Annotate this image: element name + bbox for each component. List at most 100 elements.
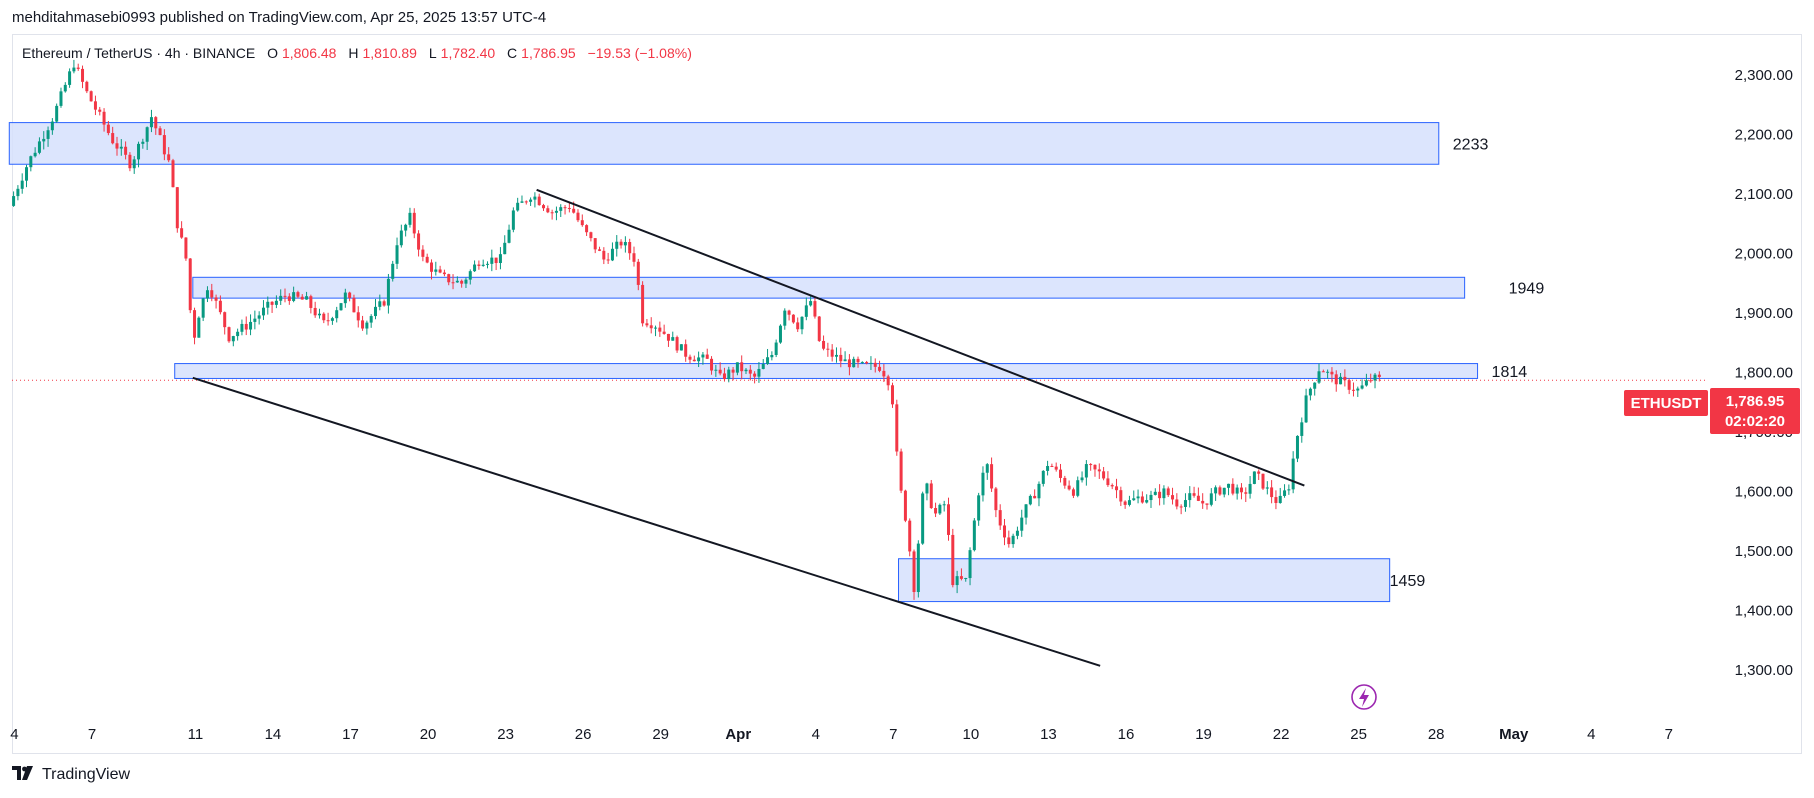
candle-body <box>322 313 326 321</box>
candle <box>705 348 709 359</box>
candle <box>287 293 291 305</box>
x-tick-label: 25 <box>1350 726 1367 743</box>
chart-frame[interactable] <box>12 34 1802 754</box>
candle-body <box>1265 487 1269 489</box>
candle-body <box>408 212 412 225</box>
publisher-line: mehditahmasebi0993 published on TradingV… <box>12 9 547 26</box>
candle-body <box>628 242 632 254</box>
candle-body <box>804 305 808 317</box>
zone-1814 <box>174 363 1479 379</box>
candle <box>834 347 838 363</box>
candle <box>1214 485 1218 501</box>
candle <box>1050 463 1054 468</box>
candle-body <box>287 296 291 301</box>
candle <box>964 577 968 582</box>
candle <box>1227 483 1231 496</box>
candle-body <box>180 228 184 238</box>
candle <box>576 209 580 223</box>
candle <box>335 306 339 323</box>
candle-body <box>834 354 838 357</box>
candle <box>1011 533 1015 548</box>
candle-body <box>1007 537 1011 545</box>
candle <box>1102 466 1106 481</box>
candle <box>1347 378 1351 395</box>
candle <box>68 68 72 88</box>
candle-body <box>856 358 860 363</box>
candle-body <box>227 327 231 342</box>
candle-body <box>145 127 149 142</box>
candle-body <box>68 71 72 85</box>
candle <box>149 109 153 133</box>
candle-body <box>434 269 438 272</box>
candle-body <box>85 81 89 92</box>
candle-body <box>942 504 946 506</box>
candle <box>395 237 399 269</box>
candle-body <box>567 207 571 209</box>
candle-body <box>679 344 683 351</box>
candle-body <box>1115 486 1119 491</box>
candle-body <box>1011 535 1015 545</box>
candle <box>981 466 985 502</box>
symbol-label: Ethereum / TetherUS · 4h · BINANCE <box>22 45 256 61</box>
candle <box>985 463 989 480</box>
candle-body <box>417 233 421 250</box>
x-tick-label: 17 <box>342 726 359 743</box>
candle <box>1041 470 1045 487</box>
candle <box>580 214 584 227</box>
candle <box>1373 373 1377 389</box>
candle-body <box>197 317 201 338</box>
candle-body <box>1270 487 1274 498</box>
candle-body <box>714 369 718 371</box>
candle-body <box>878 366 882 371</box>
candle-body <box>813 301 817 317</box>
candle-body <box>778 325 782 343</box>
ohlc-legend: Ethereum / TetherUS · 4h · BINANCE O 1,80… <box>22 45 696 61</box>
candle <box>533 192 537 208</box>
candle-body <box>1149 494 1153 501</box>
candle-body <box>787 310 791 315</box>
candle <box>365 320 369 335</box>
candle-body <box>184 237 188 259</box>
candle <box>1321 369 1325 373</box>
candle <box>1218 485 1222 496</box>
candle-body <box>1205 503 1209 505</box>
candle-body <box>1054 466 1058 470</box>
candle <box>865 360 869 365</box>
candle <box>787 309 791 321</box>
candle-body <box>593 238 597 250</box>
candle-body <box>559 207 563 211</box>
candle-body <box>796 322 800 330</box>
candle-body <box>356 312 360 321</box>
candle-body <box>386 278 390 306</box>
candle <box>813 296 817 319</box>
candle <box>554 206 558 221</box>
candle-body <box>490 257 494 264</box>
candle-body <box>692 359 696 362</box>
x-tick-label: 29 <box>652 726 669 743</box>
candle <box>632 246 636 267</box>
x-tick-label: 14 <box>265 726 282 743</box>
candle-body <box>1097 469 1101 472</box>
candle-body <box>585 225 589 233</box>
candle-body <box>451 282 455 284</box>
candle-body <box>662 331 666 334</box>
candle-body <box>412 212 416 234</box>
candle-body <box>675 337 679 351</box>
candle <box>361 315 365 331</box>
candle-body <box>1106 478 1110 486</box>
candle <box>1123 500 1127 509</box>
candle <box>1317 363 1321 384</box>
candle <box>317 308 321 319</box>
candle-body <box>421 249 425 257</box>
zones-layer <box>8 122 1479 603</box>
candle-body <box>158 128 162 136</box>
candle <box>809 295 813 307</box>
candle-body <box>925 483 929 494</box>
candle <box>326 312 330 326</box>
candle <box>1145 494 1149 504</box>
candle-body <box>438 269 442 273</box>
lightning-icon[interactable] <box>1351 684 1377 710</box>
change-value: −19.53 (−1.08%) <box>587 45 692 61</box>
candle <box>602 247 606 265</box>
